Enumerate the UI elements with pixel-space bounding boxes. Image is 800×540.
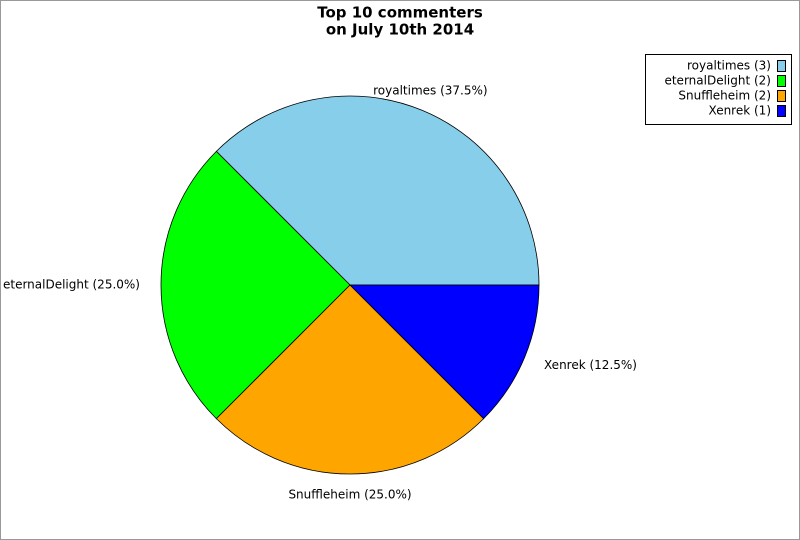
legend-label: eternalDelight (2) bbox=[664, 74, 771, 88]
legend-label: royaltimes (3) bbox=[687, 59, 771, 73]
legend-swatch bbox=[777, 75, 786, 87]
legend-swatch bbox=[777, 105, 786, 117]
chart-title: Top 10 commenters bbox=[317, 4, 483, 22]
legend-swatch bbox=[777, 60, 786, 72]
slice-label: royaltimes (37.5%) bbox=[373, 83, 487, 97]
legend-label: Snuffleheim (2) bbox=[678, 89, 771, 103]
legend-box bbox=[645, 54, 792, 125]
pie-slice bbox=[349, 284, 540, 420]
pie-slice bbox=[215, 95, 540, 286]
chart-subtitle: on July 10th 2014 bbox=[326, 21, 474, 39]
legend-label: Xenrek (1) bbox=[709, 104, 771, 118]
pie-slice bbox=[215, 284, 485, 475]
slice-label: Snuffleheim (25.0%) bbox=[288, 488, 411, 502]
slice-label: Xenrek (12.5%) bbox=[544, 358, 637, 372]
pie-slice bbox=[160, 150, 351, 420]
slice-label: eternalDelight (25.0%) bbox=[3, 278, 140, 292]
legend-swatch bbox=[777, 90, 786, 102]
